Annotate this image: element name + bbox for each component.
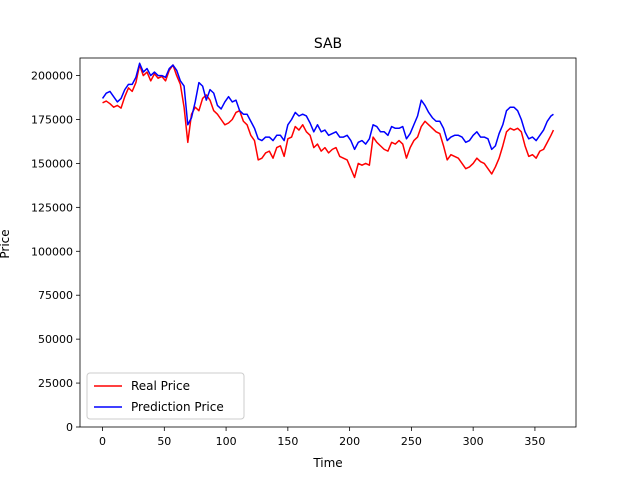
- legend: Real Price Prediction Price: [87, 373, 244, 419]
- y-tick-label: 0: [66, 421, 73, 434]
- y-tick-label: 100000: [31, 245, 73, 258]
- series-line-prediction-price: [103, 63, 554, 149]
- x-axis-label: Time: [312, 456, 342, 470]
- x-tick-label: 200: [339, 435, 360, 448]
- x-tick-label: 100: [216, 435, 237, 448]
- y-axis-label: Price: [0, 229, 12, 258]
- y-tick-label: 50000: [38, 333, 73, 346]
- x-tick-label: 50: [157, 435, 171, 448]
- x-tick-label: 250: [401, 435, 422, 448]
- x-tick-label: 300: [463, 435, 484, 448]
- plot-series: [103, 63, 554, 177]
- legend-label-real-price: Real Price: [131, 379, 190, 393]
- chart-title: SAB: [314, 36, 342, 52]
- y-tick-label: 25000: [38, 377, 73, 390]
- y-tick-label: 125000: [31, 201, 73, 214]
- series-line-real-price: [103, 65, 554, 177]
- plot-frame: [80, 58, 576, 427]
- x-tick-label: 150: [277, 435, 298, 448]
- y-tick-label: 150000: [31, 157, 73, 170]
- legend-label-prediction-price: Prediction Price: [131, 400, 224, 414]
- x-tick-label: 350: [524, 435, 545, 448]
- x-tick-label: 0: [99, 435, 106, 448]
- y-tick-label: 200000: [31, 70, 73, 83]
- y-tick-label: 175000: [31, 114, 73, 127]
- y-tick-label: 75000: [38, 289, 73, 302]
